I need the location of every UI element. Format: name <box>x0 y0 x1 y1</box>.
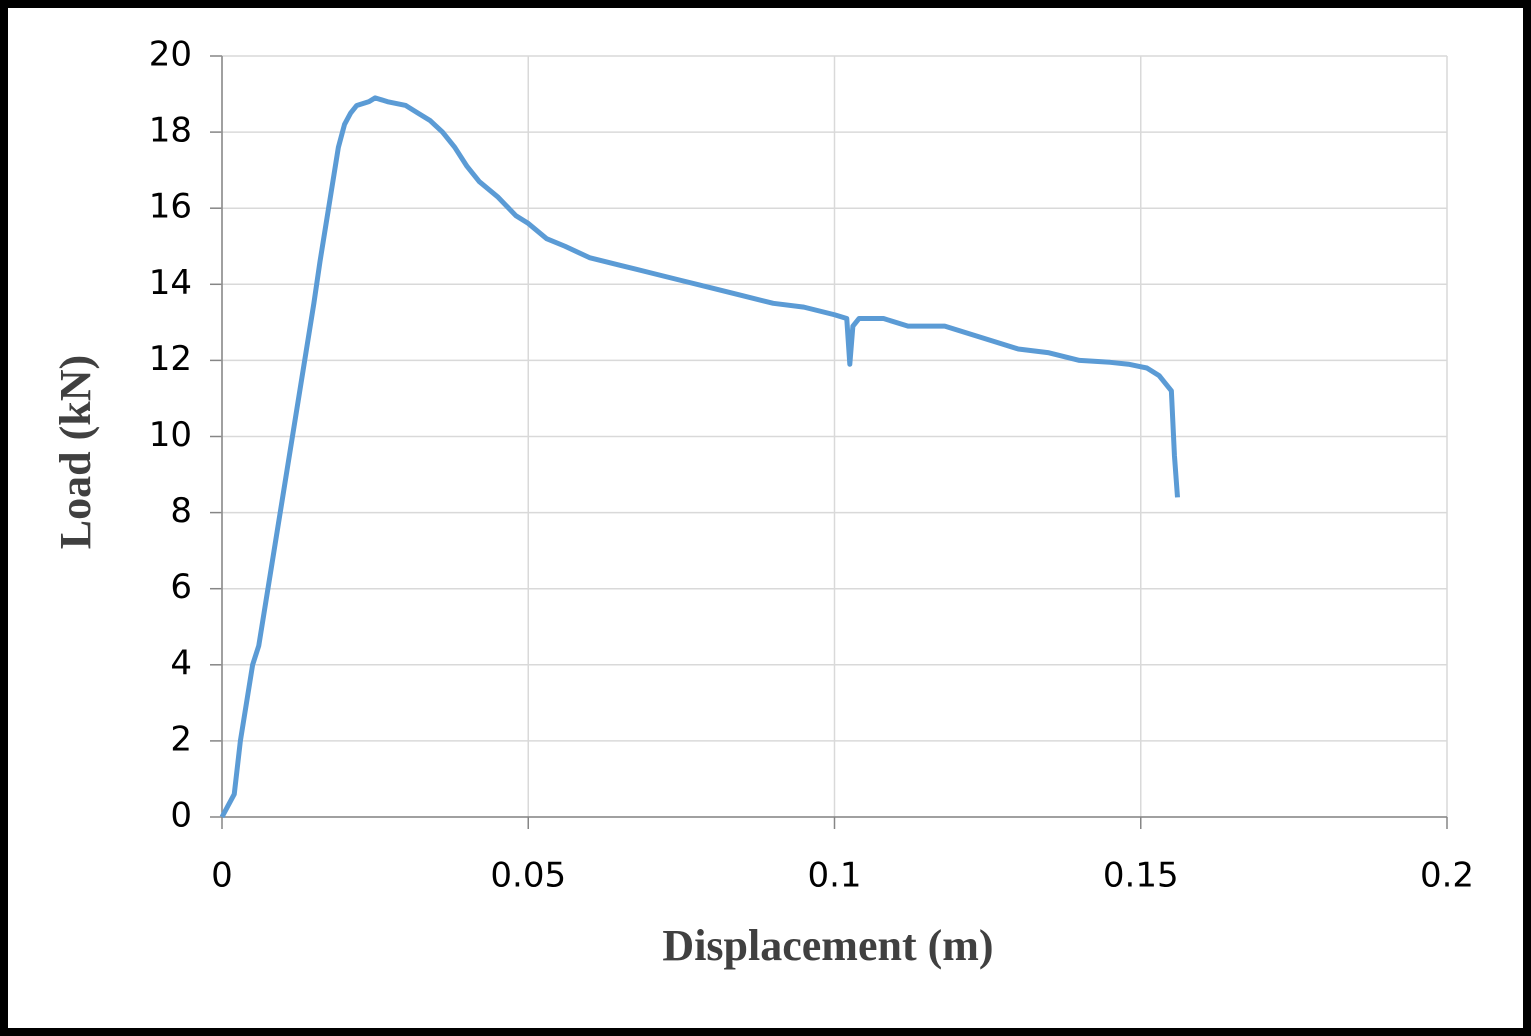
y-tick-label: 8 <box>170 491 192 531</box>
x-tick-label: 0.1 <box>807 856 861 896</box>
x-tick-label: 0.2 <box>1420 856 1474 896</box>
y-tick-label: 0 <box>170 796 192 836</box>
y-tick-label: 20 <box>149 35 192 75</box>
y-tick-label: 18 <box>149 111 192 151</box>
y-tick-label: 12 <box>149 339 192 379</box>
x-axis-title: Displacement (m) <box>662 921 993 970</box>
y-tick-label: 6 <box>170 567 192 607</box>
data-line <box>219 95 1180 819</box>
x-tick-label: 0 <box>211 856 233 896</box>
x-tick-label: 0.05 <box>490 856 566 896</box>
y-axis-title: Load (kN) <box>51 355 100 549</box>
y-tick-label: 10 <box>149 415 192 455</box>
y-tick-label: 4 <box>170 643 192 683</box>
x-tick-label: 0.15 <box>1103 856 1179 896</box>
y-tick-label: 14 <box>149 263 192 303</box>
y-tick-label: 16 <box>149 187 192 227</box>
y-tick-label: 2 <box>170 719 192 759</box>
